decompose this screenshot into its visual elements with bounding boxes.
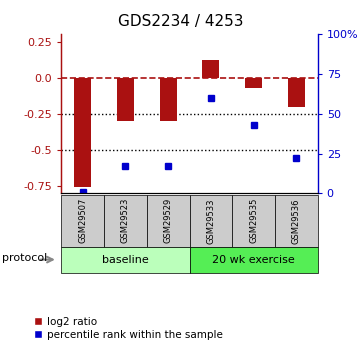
Text: GSM29523: GSM29523	[121, 198, 130, 244]
Bar	[202, 60, 219, 78]
Text: GSM29535: GSM29535	[249, 198, 258, 244]
Legend: log2 ratio, percentile rank within the sample: log2 ratio, percentile rank within the s…	[34, 317, 222, 340]
Text: protocol: protocol	[2, 253, 47, 263]
Text: GDS2234 / 4253: GDS2234 / 4253	[118, 14, 243, 29]
Bar	[288, 78, 305, 107]
Bar	[245, 78, 262, 88]
Bar	[117, 78, 134, 121]
Text: baseline: baseline	[102, 255, 149, 265]
Text: GSM29529: GSM29529	[164, 198, 173, 244]
Text: GSM29533: GSM29533	[206, 198, 216, 244]
Text: 20 wk exercise: 20 wk exercise	[212, 255, 295, 265]
Bar	[160, 78, 177, 121]
Text: GSM29536: GSM29536	[292, 198, 301, 244]
Text: GSM29507: GSM29507	[78, 198, 87, 244]
Bar	[74, 78, 91, 187]
